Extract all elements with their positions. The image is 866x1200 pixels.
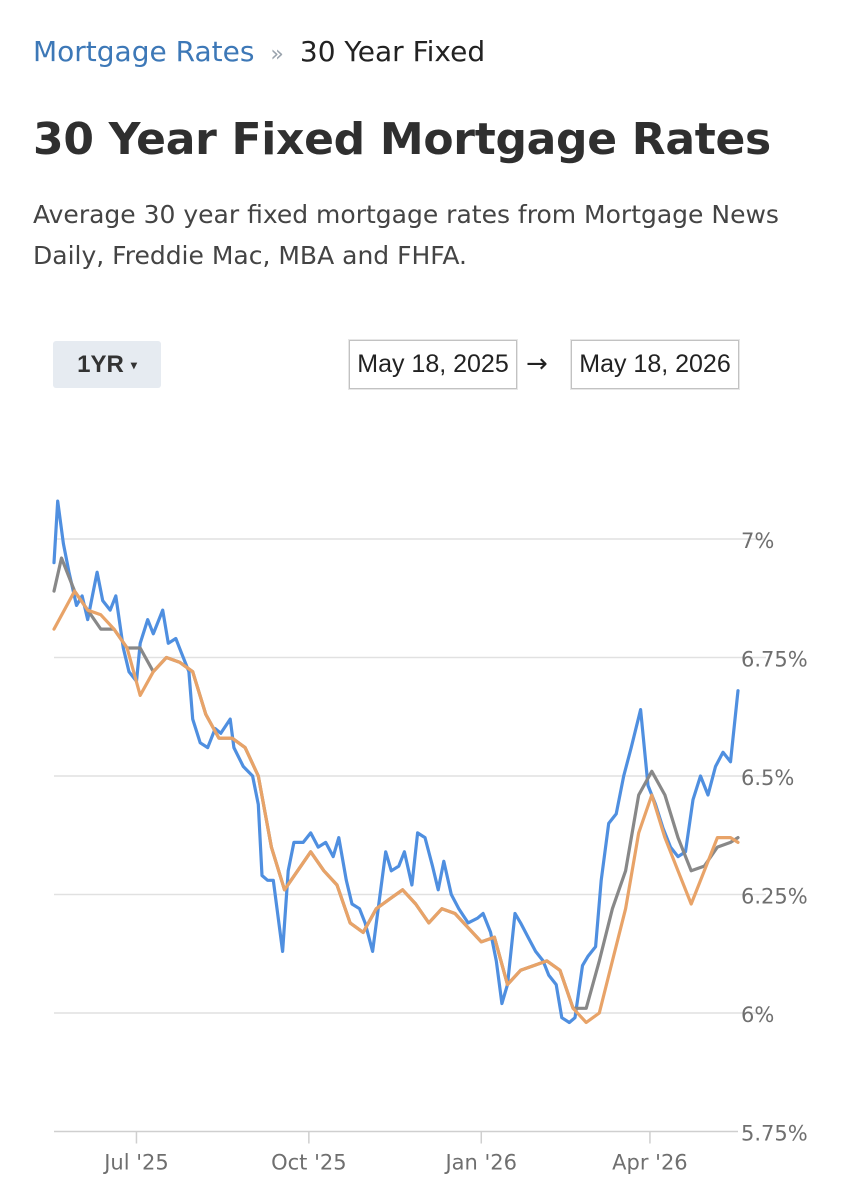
- breadcrumb-current: 30 Year Fixed: [299, 35, 486, 68]
- y-tick-label: 5.75%: [741, 1122, 808, 1146]
- page-title: 30 Year Fixed Mortgage Rates: [33, 114, 771, 165]
- chevron-down-icon: ▾: [130, 357, 137, 372]
- start-date-input[interactable]: May 18, 2025: [349, 340, 517, 389]
- page-subtitle: Average 30 year fixed mortgage rates fro…: [33, 200, 779, 270]
- x-tick-label: Apr '26: [612, 1151, 688, 1175]
- series-line: [52, 589, 740, 1025]
- x-tick-label: Jan '26: [443, 1151, 517, 1175]
- arrow-right-icon: →: [526, 349, 548, 379]
- breadcrumb-link-mortgage-rates[interactable]: Mortgage Rates: [33, 35, 255, 68]
- range-dropdown-button[interactable]: 1YR ▾: [53, 341, 161, 388]
- x-tick-label: Oct '25: [271, 1151, 346, 1175]
- y-tick-label: 6.5%: [741, 766, 794, 790]
- y-tick-label: 6.25%: [741, 885, 808, 909]
- breadcrumb: Mortgage Rates » 30 Year Fixed: [33, 33, 485, 74]
- y-tick-label: 7%: [741, 529, 774, 553]
- breadcrumb-separator: »: [270, 42, 284, 67]
- range-dropdown-label: 1YR: [77, 350, 124, 378]
- end-date-input[interactable]: May 18, 2026: [571, 340, 739, 389]
- series-line: [52, 499, 740, 1025]
- x-tick-label: Jul '25: [102, 1151, 169, 1175]
- rate-chart: 7% 6.75% 6.5% 6.25% 6% 5.75% Jul '25 Oct '25 Jan…: [52, 499, 808, 1175]
- y-tick-label: 6%: [741, 1003, 774, 1027]
- y-tick-label: 6.75%: [741, 648, 808, 672]
